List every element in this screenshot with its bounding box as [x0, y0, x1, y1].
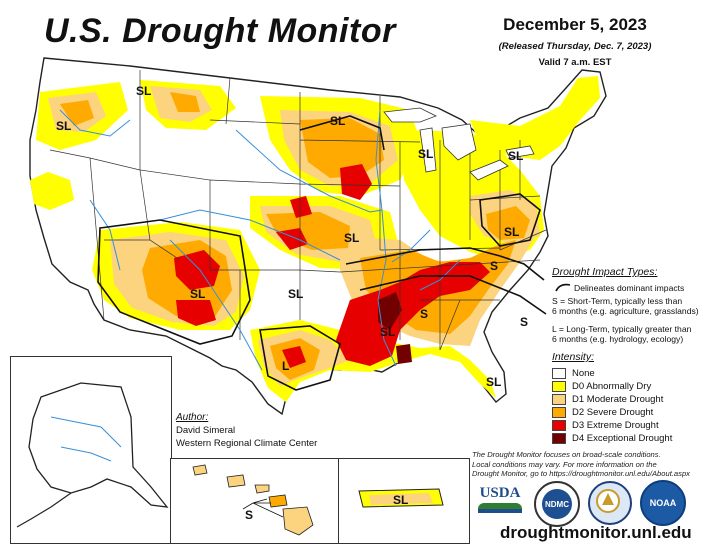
- release-date: (Released Thursday, Dec. 7, 2023): [498, 41, 652, 52]
- legend-d2: D2 Severe Drought: [552, 407, 653, 418]
- legend-swatch: [552, 407, 566, 418]
- state-borders: [49, 70, 547, 351]
- ndmc-logo: NDMC: [534, 481, 580, 527]
- impact-short-term-line2: 6 months (e.g. agriculture, grasslands): [552, 306, 699, 316]
- disclaimer-note: The Drought Monitor focuses on broad-sca…: [472, 450, 717, 479]
- label-sl-michigan: SL: [418, 147, 433, 161]
- impact-long-term-line1: L = Long-Term, typically greater than: [552, 324, 692, 334]
- note-line: The Drought Monitor focuses on broad-sca…: [472, 450, 661, 459]
- noaa-logo: NOAA: [640, 480, 686, 526]
- impact-lines: [97, 115, 547, 391]
- label-s-alabama: S: [420, 307, 428, 321]
- hawaii-inset: S: [170, 458, 340, 544]
- great-lakes: [383, 107, 535, 181]
- label-sl-new-mexico: SL: [190, 287, 205, 301]
- label-sl-minnesota: SL: [330, 114, 345, 128]
- impact-short-term-line1: S = Short-Term, typically less than: [552, 296, 683, 306]
- usda-logo: USDA: [478, 485, 522, 519]
- hawaii-map: S: [192, 464, 314, 536]
- legend-d1: D1 Moderate Drought: [552, 394, 663, 405]
- legend-label: None: [572, 368, 595, 379]
- legend-label: D0 Abnormally Dry: [572, 381, 652, 392]
- label-s-carolinas: S: [490, 259, 498, 273]
- impact-long-term-line2: 6 months (e.g. hydrology, ecology): [552, 334, 684, 344]
- label-s-georgia-coast: S: [520, 315, 528, 329]
- label-sl-missouri: SL: [344, 231, 359, 245]
- commerce-seal: [588, 481, 632, 525]
- page-title: U.S. Drought Monitor: [44, 12, 396, 50]
- alaska-inset: [10, 356, 172, 544]
- legend-label: D2 Severe Drought: [572, 407, 654, 418]
- puerto-rico-map: SL: [358, 488, 444, 508]
- legend-label: D1 Moderate Drought: [572, 394, 664, 405]
- label-sl-mississippi: SL: [380, 325, 395, 339]
- legend-none: None: [552, 368, 595, 379]
- note-line: Local conditions may vary. For more info…: [472, 459, 657, 469]
- author-org: Western Regional Climate Center: [176, 438, 318, 449]
- label-sl-new-york: SL: [508, 149, 523, 163]
- label-sl-oklahoma: SL: [288, 287, 303, 301]
- author-title: Author:: [176, 412, 209, 423]
- legend-d3: D3 Extreme Drought: [552, 420, 659, 431]
- impact-delineates-text: Delineates dominant impacts: [574, 283, 685, 293]
- legend-swatch: [552, 381, 566, 392]
- author-name: David Simeral: [176, 425, 236, 436]
- label-sl-virginia: SL: [504, 225, 519, 239]
- impact-types-title: Drought Impact Types:: [552, 266, 658, 278]
- noaa-text: NOAA: [649, 498, 677, 508]
- label-s-hawaii: S: [245, 508, 253, 522]
- legend-d0: D0 Abnormally Dry: [552, 381, 651, 392]
- legend-swatch: [552, 368, 566, 379]
- impact-line-icon: [555, 283, 571, 292]
- legend-swatch: [552, 420, 566, 431]
- legend-d4: D4 Exceptional Drought: [552, 433, 672, 444]
- rivers: [59, 109, 461, 371]
- intensity-title: Intensity:: [552, 351, 595, 363]
- legend-swatch: [552, 394, 566, 405]
- seal-icon: [596, 489, 620, 513]
- legend-label: D3 Extreme Drought: [572, 420, 659, 431]
- note-line: Drought Monitor, go to https://droughtmo…: [472, 469, 690, 478]
- alaska-map: [16, 382, 169, 528]
- website-url[interactable]: droughtmonitor.unl.edu: [500, 523, 692, 542]
- label-sl-puerto-rico: SL: [393, 493, 408, 507]
- map-date: December 5, 2023: [503, 15, 647, 34]
- legend-label: D4 Exceptional Drought: [572, 433, 673, 444]
- label-l-texas: L: [282, 359, 289, 373]
- label-sl-washington: SL: [56, 119, 71, 133]
- legend-swatch: [552, 433, 566, 444]
- ndmc-text: NDMC: [542, 489, 572, 519]
- usda-text: USDA: [479, 485, 521, 501]
- puerto-rico-inset: SL: [338, 458, 470, 544]
- valid-time: Valid 7 a.m. EST: [538, 57, 612, 68]
- d4-areas: [378, 292, 412, 364]
- label-sl-montana: SL: [136, 84, 151, 98]
- label-sl-florida: SL: [486, 375, 501, 389]
